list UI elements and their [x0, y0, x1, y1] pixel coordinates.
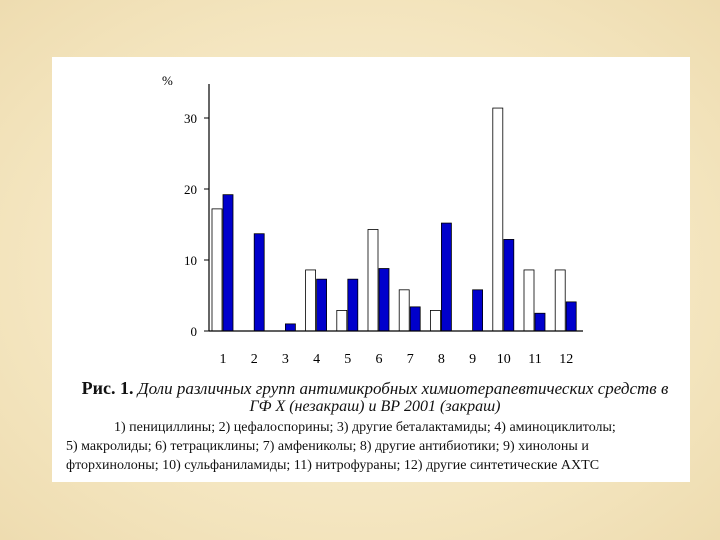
legend-line-2: 5) макролиды; 6) тетрациклины; 7) амфени…: [66, 439, 589, 454]
bar-gfx-6: [367, 229, 379, 332]
bar-gfx-4: [305, 269, 317, 332]
legend-line-3: фторхинолоны; 10) сульфаниламиды; 11) ни…: [66, 458, 600, 473]
x-category-label: 10: [497, 352, 511, 367]
bar-gfx-1: [211, 208, 223, 332]
bar-gfx-7: [398, 289, 410, 332]
bar-vr2001-5: [347, 278, 359, 332]
y-tick-label: 0: [191, 324, 198, 339]
bar-gfx-8: [429, 310, 441, 332]
x-category-label: 8: [438, 352, 445, 367]
bar-gfx-11: [523, 269, 535, 332]
category-legend: 1) пенициллины; 2) цефалоспорины; 3) дру…: [66, 418, 684, 475]
bar-vr2001-6: [378, 268, 390, 332]
caption-title-line: Рис. 1. Доли различных групп антимикробн…: [66, 379, 684, 398]
x-category-label: 12: [559, 352, 573, 367]
y-tick-label: 20: [184, 182, 197, 197]
bar-vr2001-11: [534, 312, 546, 332]
bar-vr2001-7: [409, 306, 421, 332]
bar-vr2001-2: [253, 233, 265, 332]
bar-vr2001-1: [222, 194, 234, 332]
slide-panel: % 0 10 20 30 1 2 3 4 5 6 7 8 9 10 11 12 Рис. 1. Доли р…: [52, 57, 690, 482]
bar-gfx-5: [336, 310, 348, 332]
x-category-label: 6: [376, 352, 383, 367]
x-category-label: 1: [220, 352, 227, 367]
x-category-label: 4: [313, 352, 320, 367]
y-tick-label: 30: [184, 111, 197, 126]
x-category-label: 9: [469, 352, 476, 367]
x-category-label: 11: [528, 352, 541, 367]
x-category-label: 7: [407, 352, 414, 367]
bar-vr2001-4: [316, 278, 328, 332]
x-category-label: 3: [282, 352, 289, 367]
caption-title-part2: ГФ X (незакраш) и ВР 2001 (закраш): [249, 398, 501, 415]
bar-gfx-12: [554, 269, 566, 332]
bar-gfx-10: [492, 107, 504, 332]
legend-line-1: 1) пенициллины; 2) цефалоспорины; 3) дру…: [114, 420, 616, 435]
figure-caption: Рис. 1. Доли различных групп антимикробн…: [66, 379, 684, 475]
caption-title-part1: Доли различных групп антимикробных химио…: [137, 379, 669, 398]
bar-vr2001-10: [503, 239, 515, 332]
bar-vr2001-12: [565, 301, 577, 332]
bar-vr2001-8: [440, 222, 452, 332]
x-category-label: 5: [344, 352, 351, 367]
figure-label: Рис. 1.: [81, 378, 134, 398]
y-tick-label: 10: [184, 253, 197, 268]
x-category-label: 2: [251, 352, 258, 367]
bar-vr2001-3: [284, 323, 296, 332]
y-axis-label: %: [162, 73, 173, 88]
bar-vr2001-9: [472, 289, 484, 332]
